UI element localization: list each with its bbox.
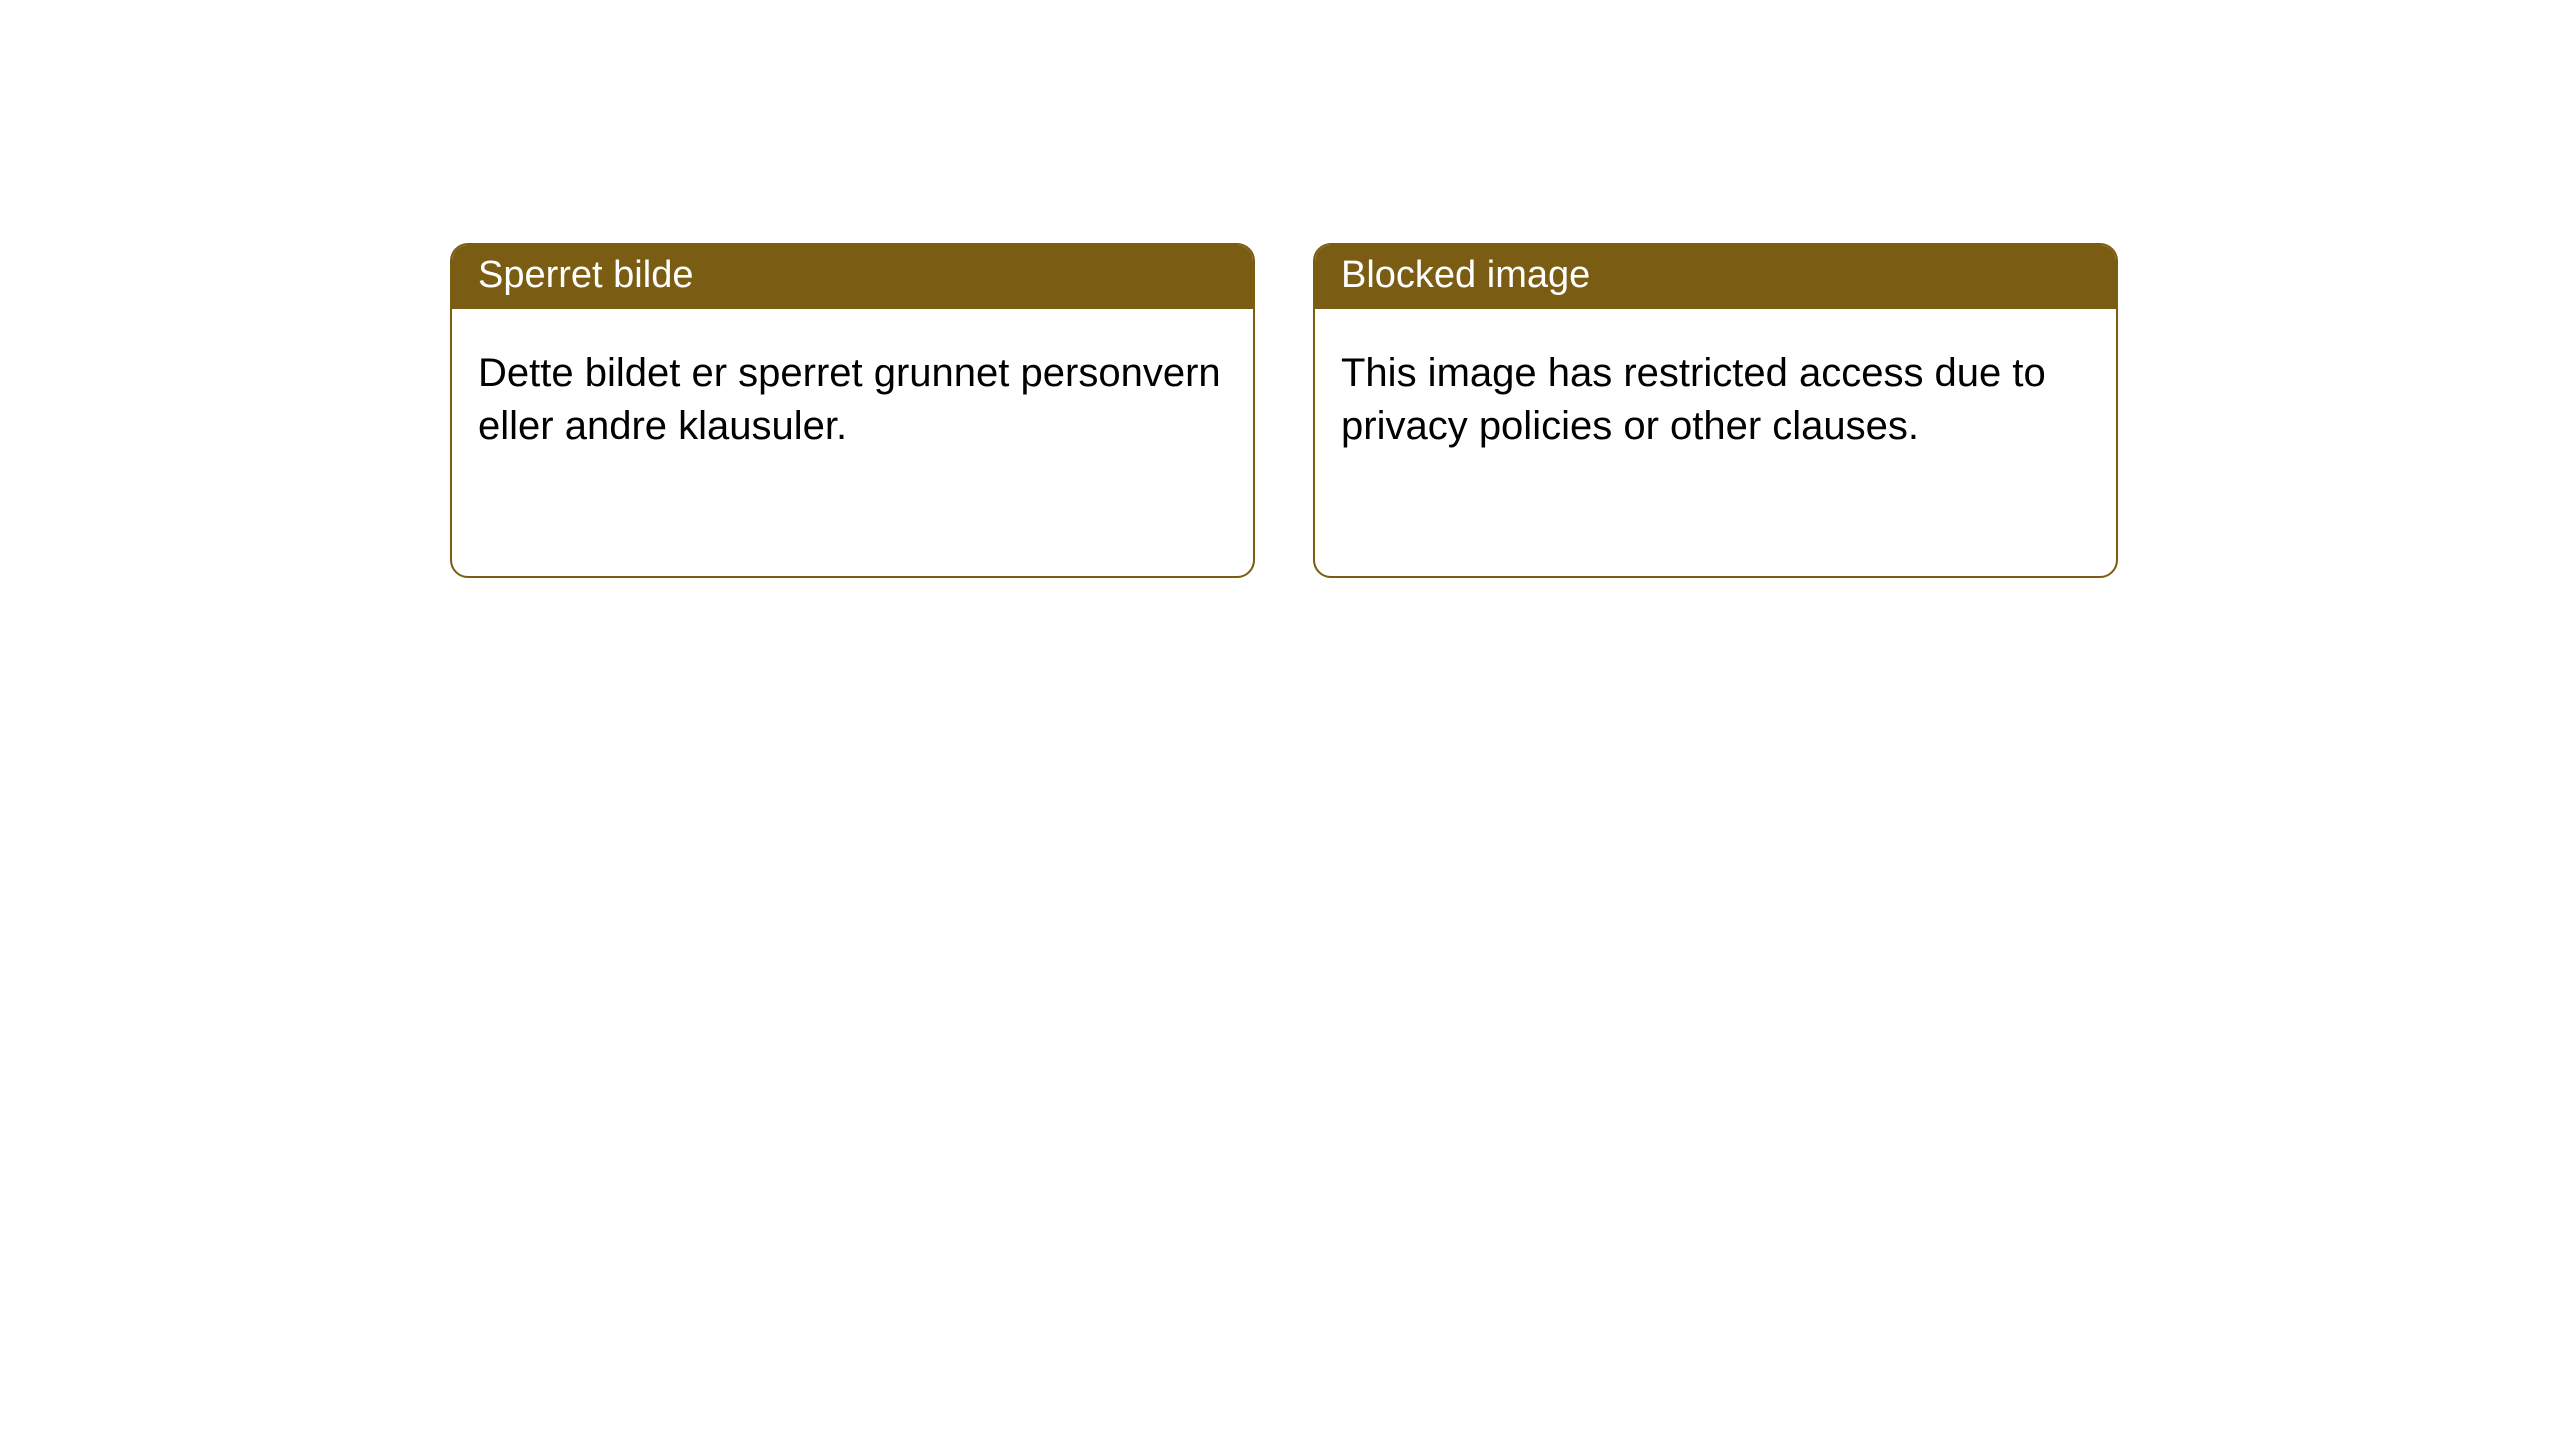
cards-container: Sperret bilde Dette bildet er sperret gr… (0, 0, 2560, 578)
card-body-en: This image has restricted access due to … (1315, 309, 2116, 479)
blocked-image-card-en: Blocked image This image has restricted … (1313, 243, 2118, 578)
blocked-image-card-no: Sperret bilde Dette bildet er sperret gr… (450, 243, 1255, 578)
card-title-en: Blocked image (1315, 245, 2116, 309)
card-title-no: Sperret bilde (452, 245, 1253, 309)
card-body-no: Dette bildet er sperret grunnet personve… (452, 309, 1253, 479)
